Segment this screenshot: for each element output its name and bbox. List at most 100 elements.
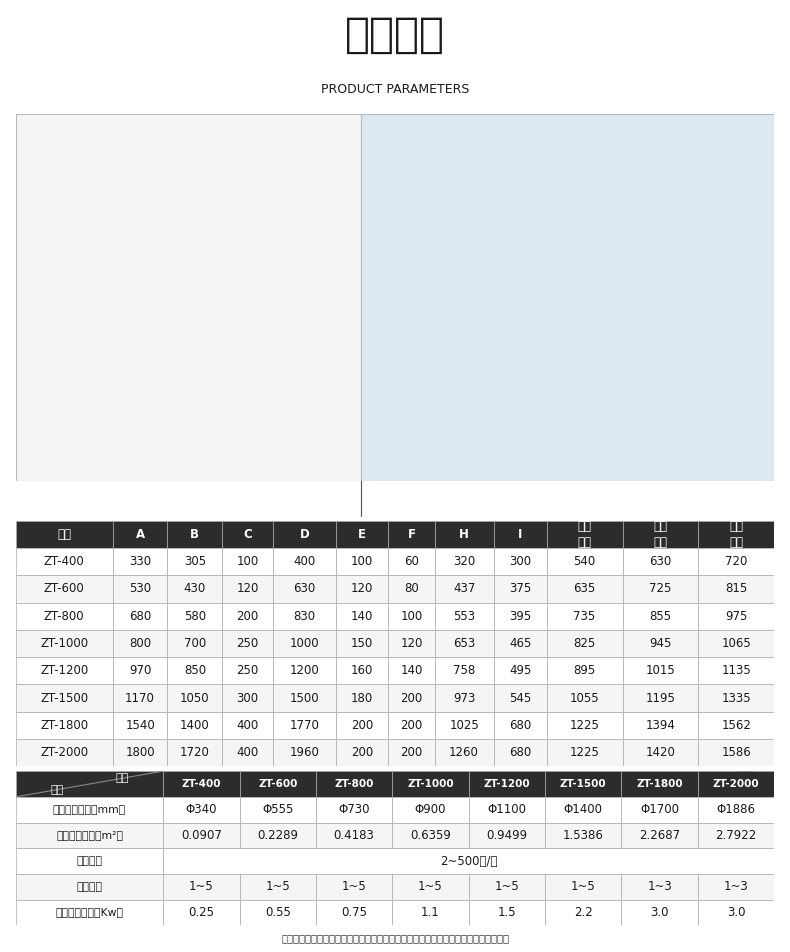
- Text: 545: 545: [509, 692, 531, 704]
- Text: Φ730: Φ730: [338, 803, 370, 816]
- Text: 120: 120: [401, 637, 423, 650]
- FancyBboxPatch shape: [113, 630, 167, 657]
- Text: 735: 735: [574, 610, 596, 623]
- Text: 1420: 1420: [645, 746, 675, 759]
- Text: Φ340: Φ340: [186, 803, 217, 816]
- FancyBboxPatch shape: [393, 874, 468, 900]
- FancyBboxPatch shape: [16, 548, 113, 575]
- Text: 0.2289: 0.2289: [258, 829, 299, 842]
- Text: 型号: 型号: [115, 773, 129, 783]
- Text: 0.25: 0.25: [189, 906, 214, 919]
- Text: 200: 200: [236, 610, 258, 623]
- FancyBboxPatch shape: [547, 575, 623, 603]
- FancyBboxPatch shape: [435, 657, 494, 684]
- FancyBboxPatch shape: [388, 575, 434, 603]
- FancyBboxPatch shape: [698, 797, 774, 823]
- FancyBboxPatch shape: [698, 521, 774, 548]
- Text: 三层
高度: 三层 高度: [729, 520, 743, 549]
- Text: 0.75: 0.75: [341, 906, 367, 919]
- Text: 120: 120: [351, 583, 374, 595]
- FancyBboxPatch shape: [388, 739, 434, 766]
- FancyBboxPatch shape: [164, 797, 239, 823]
- FancyBboxPatch shape: [222, 521, 273, 548]
- FancyBboxPatch shape: [698, 823, 774, 848]
- FancyBboxPatch shape: [435, 712, 494, 739]
- Text: ZT-600: ZT-600: [44, 583, 85, 595]
- Text: Φ1100: Φ1100: [487, 803, 526, 816]
- FancyBboxPatch shape: [16, 684, 113, 712]
- FancyBboxPatch shape: [222, 548, 273, 575]
- Text: 553: 553: [453, 610, 475, 623]
- Text: 855: 855: [649, 610, 672, 623]
- FancyBboxPatch shape: [222, 739, 273, 766]
- FancyBboxPatch shape: [388, 684, 434, 712]
- Text: 580: 580: [184, 610, 206, 623]
- FancyBboxPatch shape: [435, 630, 494, 657]
- FancyBboxPatch shape: [468, 797, 545, 823]
- Text: 1050: 1050: [180, 692, 209, 704]
- FancyBboxPatch shape: [113, 739, 167, 766]
- Text: 1015: 1015: [645, 664, 675, 677]
- FancyBboxPatch shape: [698, 603, 774, 630]
- FancyBboxPatch shape: [494, 548, 547, 575]
- FancyBboxPatch shape: [16, 874, 164, 900]
- FancyBboxPatch shape: [167, 630, 222, 657]
- FancyBboxPatch shape: [167, 657, 222, 684]
- FancyBboxPatch shape: [316, 874, 393, 900]
- Text: 有效筛分直径（mm）: 有效筛分直径（mm）: [53, 804, 126, 815]
- Text: 850: 850: [184, 664, 206, 677]
- FancyBboxPatch shape: [273, 575, 336, 603]
- FancyBboxPatch shape: [273, 521, 336, 548]
- Text: ZT-1000: ZT-1000: [40, 637, 88, 650]
- FancyBboxPatch shape: [393, 823, 468, 848]
- FancyBboxPatch shape: [698, 712, 774, 739]
- FancyBboxPatch shape: [316, 823, 393, 848]
- Text: 800: 800: [129, 637, 151, 650]
- FancyBboxPatch shape: [623, 603, 698, 630]
- Text: 150: 150: [351, 637, 373, 650]
- Text: 1~5: 1~5: [495, 881, 519, 893]
- Text: E: E: [358, 528, 366, 541]
- Text: 140: 140: [401, 664, 423, 677]
- Text: 635: 635: [574, 583, 596, 595]
- FancyBboxPatch shape: [222, 603, 273, 630]
- FancyBboxPatch shape: [388, 657, 434, 684]
- Text: 465: 465: [509, 637, 532, 650]
- Text: 430: 430: [184, 583, 206, 595]
- Text: 250: 250: [236, 637, 258, 650]
- Text: 2.2: 2.2: [574, 906, 592, 919]
- Text: 1225: 1225: [570, 719, 600, 732]
- Text: 项目: 项目: [51, 784, 64, 795]
- Text: 200: 200: [401, 746, 423, 759]
- Text: 250: 250: [236, 664, 258, 677]
- Text: Φ1700: Φ1700: [640, 803, 679, 816]
- FancyBboxPatch shape: [494, 630, 547, 657]
- Text: 815: 815: [725, 583, 747, 595]
- FancyBboxPatch shape: [547, 712, 623, 739]
- FancyBboxPatch shape: [16, 630, 113, 657]
- Text: 680: 680: [509, 746, 531, 759]
- Text: 895: 895: [574, 664, 596, 677]
- FancyBboxPatch shape: [239, 874, 316, 900]
- Text: 2.2687: 2.2687: [639, 829, 680, 842]
- Text: 200: 200: [351, 719, 373, 732]
- Text: 1~5: 1~5: [265, 881, 290, 893]
- FancyBboxPatch shape: [698, 684, 774, 712]
- FancyBboxPatch shape: [164, 900, 239, 925]
- Text: 1~5: 1~5: [189, 881, 214, 893]
- FancyBboxPatch shape: [547, 521, 623, 548]
- Text: 1540: 1540: [126, 719, 155, 732]
- Text: 0.9499: 0.9499: [487, 829, 528, 842]
- Text: 1800: 1800: [126, 746, 155, 759]
- FancyBboxPatch shape: [468, 823, 545, 848]
- FancyBboxPatch shape: [167, 739, 222, 766]
- FancyBboxPatch shape: [388, 603, 434, 630]
- FancyBboxPatch shape: [698, 575, 774, 603]
- Text: ZT-400: ZT-400: [44, 555, 85, 568]
- Text: 1170: 1170: [125, 692, 155, 704]
- FancyBboxPatch shape: [623, 657, 698, 684]
- Text: 0.6359: 0.6359: [410, 829, 451, 842]
- Text: 305: 305: [184, 555, 206, 568]
- Text: 筛网规格: 筛网规格: [77, 856, 103, 866]
- Text: 700: 700: [184, 637, 206, 650]
